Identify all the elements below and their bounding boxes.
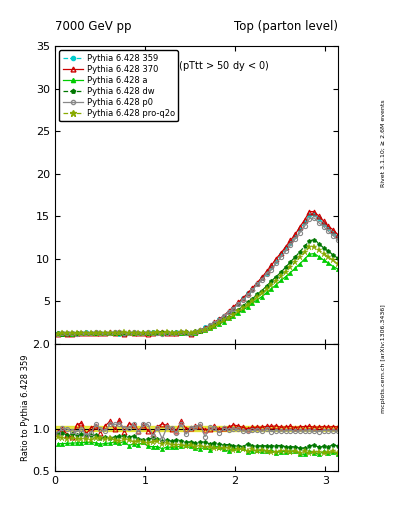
Text: 7000 GeV pp: 7000 GeV pp xyxy=(55,20,132,33)
Bar xyxy=(55,426,338,431)
Y-axis label: Ratio to Pythia 6.428 359: Ratio to Pythia 6.428 359 xyxy=(20,354,29,461)
Text: Rivet 3.1.10; ≥ 2.6M events: Rivet 3.1.10; ≥ 2.6M events xyxy=(381,99,386,187)
Text: $\Delta\phi$ (tt$\bar{\rm{t}}$bar) (pTtt > 50 dy < 0): $\Delta\phi$ (tt$\bar{\rm{t}}$bar) (pTtt… xyxy=(124,58,269,74)
Text: mcplots.cern.ch [arXiv:1306.3436]: mcplots.cern.ch [arXiv:1306.3436] xyxy=(381,304,386,413)
Text: Top (parton level): Top (parton level) xyxy=(234,20,338,33)
Legend: Pythia 6.428 359, Pythia 6.428 370, Pythia 6.428 a, Pythia 6.428 dw, Pythia 6.42: Pythia 6.428 359, Pythia 6.428 370, Pyth… xyxy=(59,50,178,121)
